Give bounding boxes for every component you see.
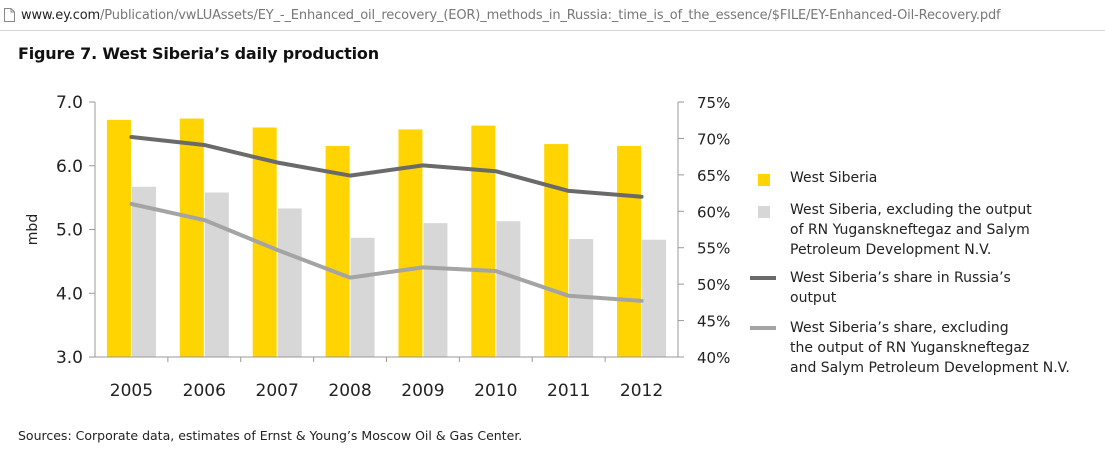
y2-tick-label-60%: 60% <box>697 203 730 221</box>
y2-tick-label-70%: 70% <box>697 130 730 148</box>
bar-west-siberia-2009 <box>398 129 423 357</box>
x-tick-label-2012: 2012 <box>620 381 663 401</box>
legend-swatch-west-siberia <box>758 174 770 186</box>
document-icon <box>4 8 15 22</box>
bar-excluding-2005 <box>131 186 156 357</box>
y2-tick-label-45%: 45% <box>697 313 730 331</box>
y-tick-label-4.0: 4.0 <box>56 284 83 304</box>
x-tick-label-2009: 2009 <box>401 381 444 401</box>
x-tick-label-2011: 2011 <box>547 381 590 401</box>
bar-west-siberia-2010 <box>471 125 496 358</box>
url-path: /Publication/vwLUAssets/EY_-_Enhanced_oi… <box>100 7 1001 23</box>
source-note: Sources: Corporate data, estimates of Er… <box>18 428 523 443</box>
legend-label-share-excl: West Siberia’s share, excluding the outp… <box>790 320 1070 376</box>
bar-excluding-2008 <box>350 237 375 357</box>
figure-title: Figure 7. West Siberia’s daily productio… <box>18 44 379 63</box>
y-tick-label-6.0: 6.0 <box>56 157 83 177</box>
bar-west-siberia-2005 <box>106 119 131 357</box>
y-tick-label-5.0: 5.0 <box>56 221 83 241</box>
x-tick-label-2007: 2007 <box>256 381 299 401</box>
bar-excluding-2010 <box>496 221 521 357</box>
line-share-in-russia <box>129 134 644 199</box>
bar-west-siberia-2006 <box>179 118 204 357</box>
url-text: www.ey.com/Publication/vwLUAssets/EY_-_E… <box>21 7 1001 23</box>
legend-swatch-excluding <box>758 206 770 218</box>
legend-label-west-siberia: West Siberia <box>790 170 878 186</box>
x-tick-label-2008: 2008 <box>328 381 371 401</box>
legend-label-excluding: West Siberia, excluding the output of RN… <box>790 202 1032 258</box>
y-axis-title: mbd <box>25 214 41 245</box>
bar-west-siberia-2012 <box>617 145 642 357</box>
x-tick-label-2010: 2010 <box>474 381 517 401</box>
x-tick-label-2005: 2005 <box>110 381 153 401</box>
legend-swatch-share <box>750 276 776 280</box>
bar-excluding-2006 <box>204 192 229 357</box>
address-bar[interactable]: www.ey.com/Publication/vwLUAssets/EY_-_E… <box>0 0 1105 31</box>
url-domain: www.ey.com <box>21 7 101 23</box>
bar-excluding-2012 <box>642 239 667 357</box>
x-tick-label-2006: 2006 <box>183 381 226 401</box>
y-tick-label-7.0: 7.0 <box>56 93 83 113</box>
bar-excluding-2007 <box>277 208 302 357</box>
bar-west-siberia-2008 <box>325 145 350 357</box>
y2-tick-label-40%: 40% <box>697 349 730 367</box>
bar-west-siberia-2011 <box>544 144 569 357</box>
y2-tick-label-55%: 55% <box>697 240 730 258</box>
line-share-excluding <box>129 202 644 303</box>
y2-tick-label-75%: 75% <box>697 94 730 112</box>
y2-tick-label-65%: 65% <box>697 167 730 185</box>
legend-swatch-share-excl <box>750 326 776 330</box>
bar-excluding-2009 <box>423 223 448 357</box>
y-tick-label-3.0: 3.0 <box>56 348 83 368</box>
legend-label-share: West Siberia’s share in Russia’s output <box>790 270 1011 306</box>
y2-tick-label-50%: 50% <box>697 276 730 294</box>
